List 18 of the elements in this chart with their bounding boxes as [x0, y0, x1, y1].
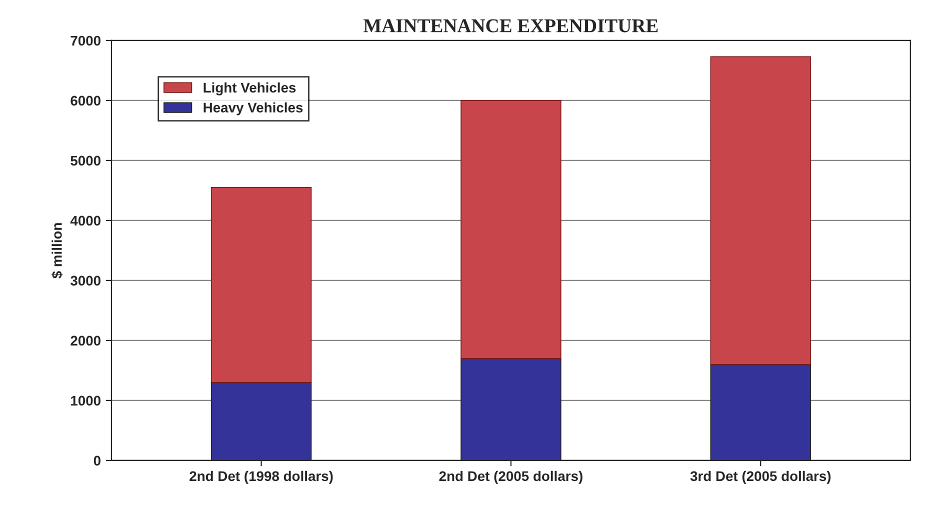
y-tick-label: 5000: [70, 156, 100, 166]
x-tick-label: 2nd Det (1998 dollars): [190, 470, 333, 484]
x-tick-label: 3rd Det (2005 dollars): [690, 470, 831, 484]
y-tick-label: 3000: [70, 276, 100, 286]
chart-title: MAINTENANCE EXPENDITURE: [364, 19, 658, 32]
y-tick-label: 6000: [70, 96, 100, 106]
y-tick-label: 0: [94, 456, 100, 466]
y-axis-title: $ million: [51, 223, 63, 278]
bar: [460, 100, 562, 359]
y-tick-label: 4000: [70, 216, 100, 226]
bar: [710, 56, 811, 365]
y-tick-label: 2000: [70, 336, 100, 346]
y-tick-label: 7000: [70, 36, 100, 46]
bar: [210, 187, 312, 383]
legend-label: Heavy Vehicles: [204, 102, 303, 116]
x-tick-label: 2nd Det (2005 dollars): [439, 470, 582, 484]
legend-label: Light Vehicles: [204, 82, 296, 96]
y-tick-label: 1000: [71, 396, 100, 406]
